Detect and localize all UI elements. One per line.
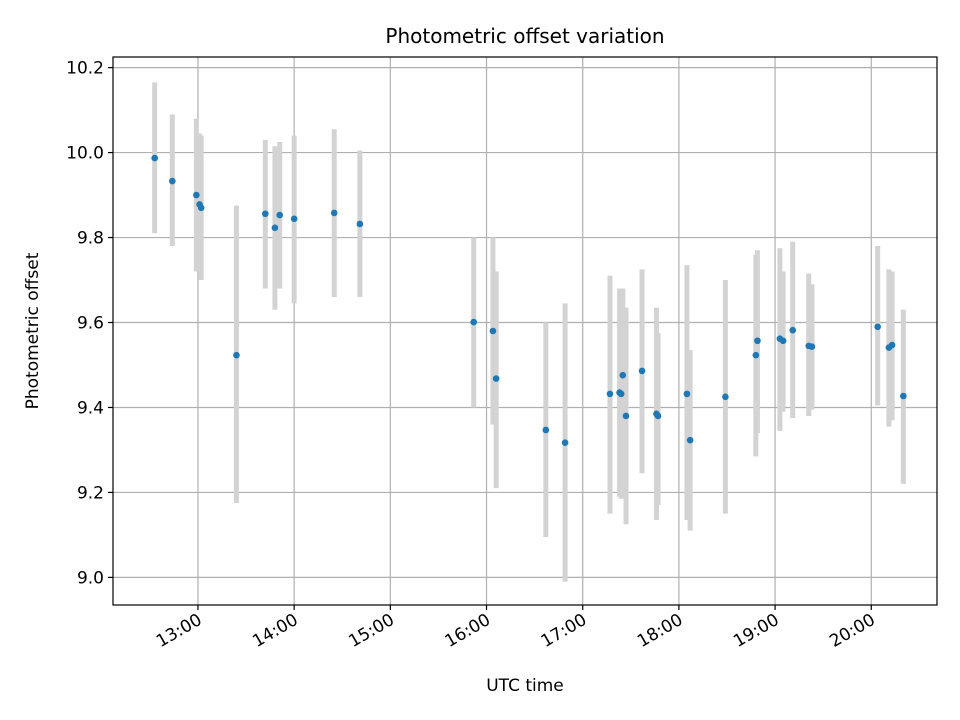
data-point bbox=[356, 220, 364, 228]
data-point bbox=[606, 390, 614, 398]
y-tick-label: 9.8 bbox=[77, 229, 104, 249]
data-point bbox=[754, 337, 761, 345]
y-tick-label: 9.0 bbox=[77, 568, 104, 588]
data-point bbox=[271, 224, 279, 232]
data-point bbox=[874, 323, 881, 331]
y-tick-label: 9.4 bbox=[77, 398, 104, 418]
chart-title: Photometric offset variation bbox=[385, 24, 664, 48]
plot-frame bbox=[112, 56, 938, 606]
data-point bbox=[683, 390, 691, 398]
data-point bbox=[617, 390, 625, 398]
y-tick-label: 9.6 bbox=[77, 314, 104, 334]
data-point bbox=[622, 412, 630, 420]
data-point bbox=[290, 215, 298, 223]
data-point bbox=[779, 337, 787, 345]
data-point bbox=[638, 367, 646, 375]
data-point bbox=[722, 393, 729, 401]
data-point bbox=[233, 351, 240, 359]
data-point bbox=[789, 326, 797, 334]
y-axis-label: Photometric offset bbox=[23, 252, 43, 409]
data-point bbox=[654, 412, 662, 420]
data-point bbox=[276, 211, 284, 219]
data-point bbox=[489, 327, 497, 335]
data-point bbox=[752, 351, 760, 359]
data-point bbox=[619, 371, 627, 379]
grid bbox=[113, 57, 937, 605]
y-tick-label: 10.0 bbox=[66, 144, 104, 164]
data-point bbox=[686, 436, 694, 444]
data-point bbox=[900, 392, 907, 400]
data-point bbox=[151, 154, 158, 162]
data-point bbox=[197, 204, 205, 212]
data-point bbox=[330, 209, 338, 217]
data-point bbox=[193, 191, 200, 199]
data-point bbox=[470, 318, 478, 326]
data-point bbox=[261, 210, 269, 218]
y-tick-label: 10.2 bbox=[66, 59, 104, 79]
data-point bbox=[888, 341, 896, 349]
x-axis-label: UTC time bbox=[486, 676, 564, 696]
data-point bbox=[808, 343, 816, 351]
data-point bbox=[542, 426, 550, 434]
data-points bbox=[151, 154, 907, 447]
data-point bbox=[169, 177, 176, 185]
data-point bbox=[561, 439, 569, 447]
y-tick-label: 9.2 bbox=[77, 483, 104, 503]
y-axis: 9.0 9.2 9.4 9.6 9.8 10.0 10.2 bbox=[66, 59, 113, 588]
data-point bbox=[492, 375, 500, 382]
